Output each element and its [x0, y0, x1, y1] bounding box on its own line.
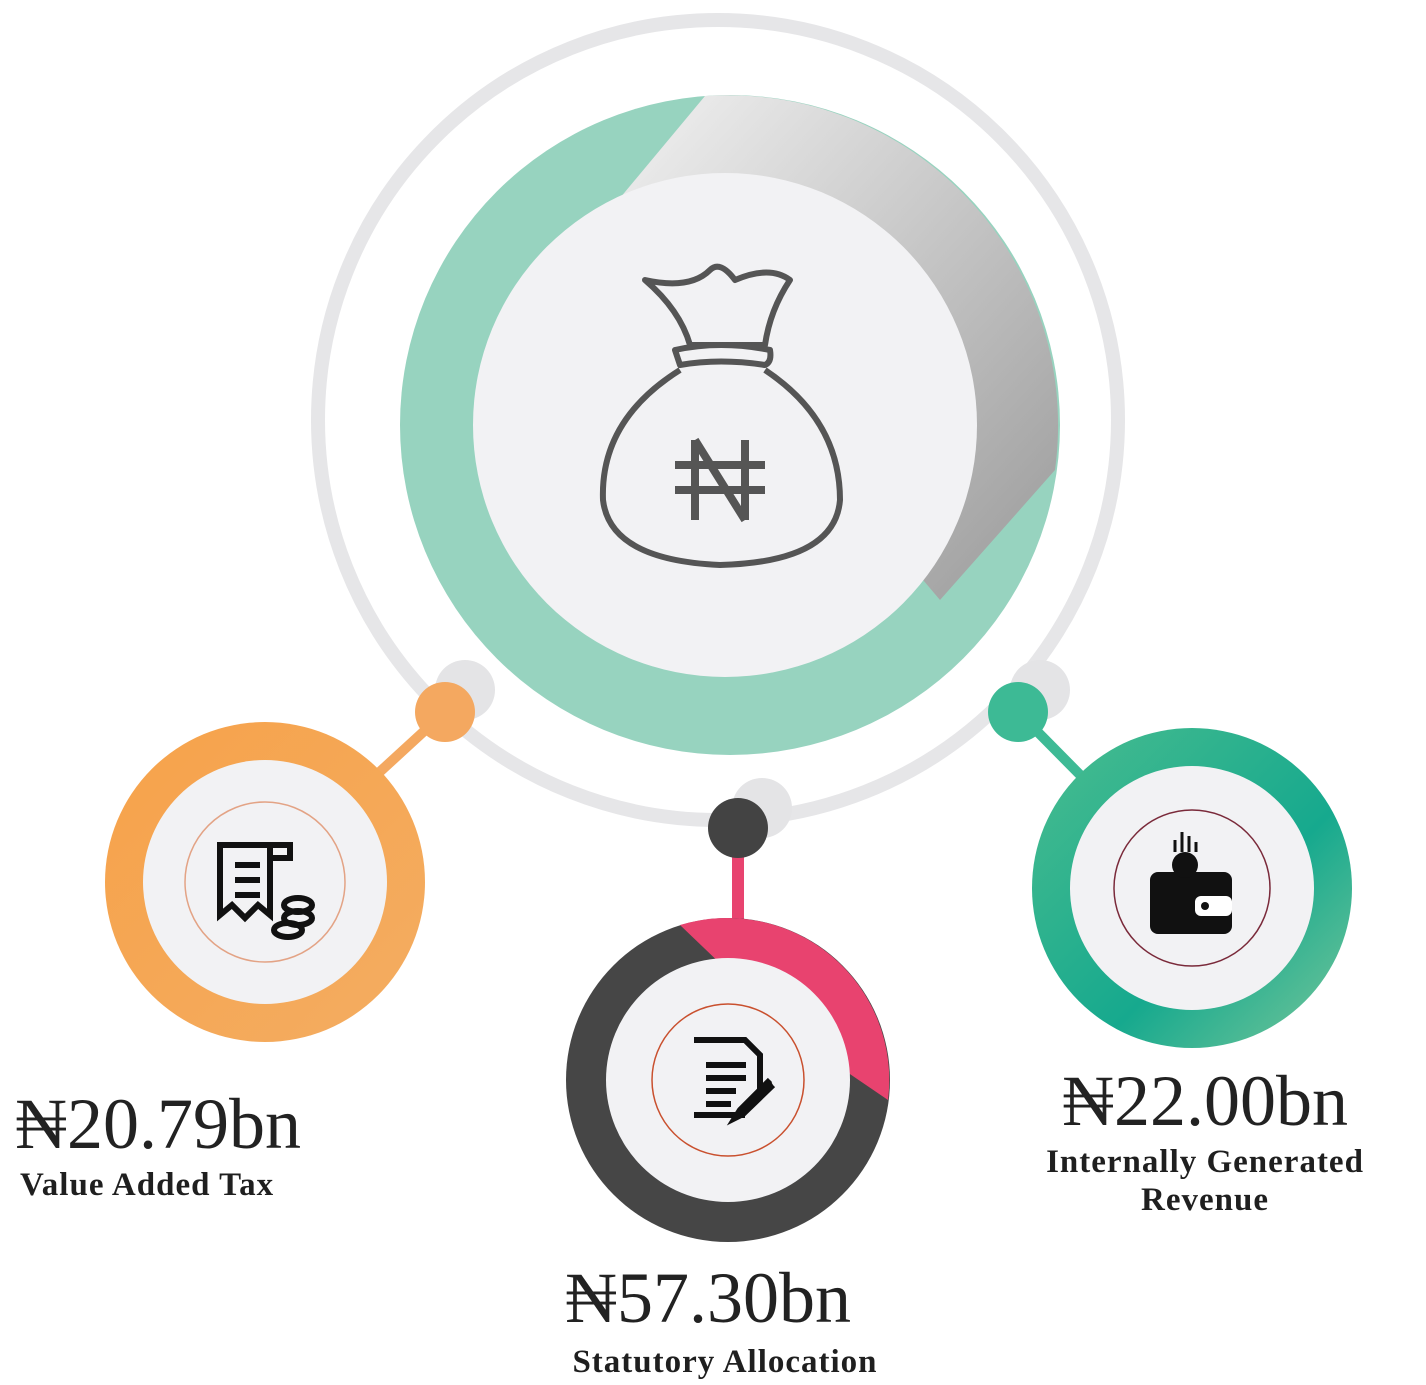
label: Internally Generated — [1046, 1144, 1364, 1180]
label: Value Added Tax — [20, 1167, 274, 1203]
amount: ₦22.00bn — [1062, 1061, 1348, 1141]
connector-dot — [708, 798, 768, 858]
igr-thin-ring — [1113, 809, 1271, 967]
label: Statutory Allocation — [572, 1344, 877, 1380]
sa-thin-ring — [651, 1003, 805, 1157]
document-icon — [694, 1037, 776, 1126]
vat-inner — [143, 760, 387, 1004]
amount: ₦57.30bn — [565, 1258, 851, 1338]
receipt-icon — [217, 842, 315, 940]
money-bag-icon — [599, 263, 843, 568]
vat-thin-ring — [184, 801, 346, 963]
amount: ₦20.79bn — [15, 1084, 301, 1164]
wallet-icon — [1150, 832, 1232, 934]
connector-dot — [988, 682, 1048, 742]
label: Revenue — [1141, 1182, 1269, 1218]
center-inner — [473, 173, 977, 677]
connector-dot — [415, 682, 475, 742]
